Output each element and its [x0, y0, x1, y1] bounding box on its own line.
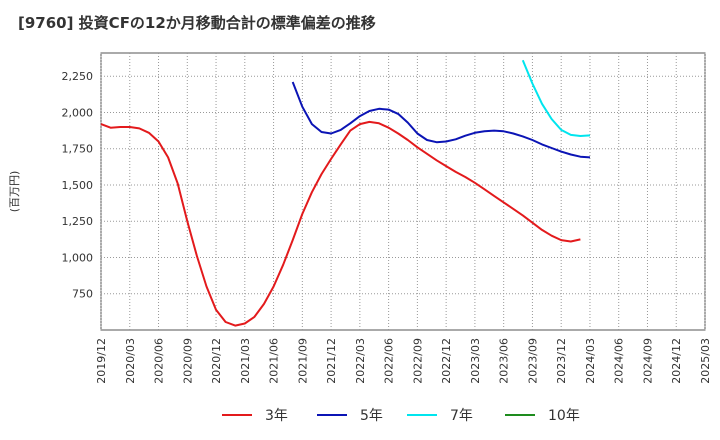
y-axis-title: (百万円) [8, 171, 21, 213]
x-tick-label: 2024/06 [613, 338, 626, 384]
y-tick-label: 750 [72, 288, 93, 301]
x-tick-label: 2020/12 [210, 338, 223, 384]
x-tick-label: 2019/12 [95, 338, 108, 384]
x-tick-label: 2022/12 [440, 338, 453, 384]
grid [100, 53, 706, 330]
y-tick-label: 2,000 [62, 106, 94, 119]
y-axis: 750 1,000 1,250 1,500 1,750 2,000 2,250 [62, 70, 94, 301]
x-tick-label: 2020/06 [153, 338, 166, 384]
x-tick-label: 2024/09 [641, 338, 654, 384]
plot-area [100, 52, 706, 331]
x-tick-label: 2021/03 [239, 338, 252, 384]
x-tick-label: 2023/03 [469, 338, 482, 384]
y-tick-label: 1,250 [62, 215, 94, 228]
y-tick-label: 1,500 [62, 179, 94, 192]
legend-label: 5年 [360, 408, 383, 424]
x-tick-label: 2024/12 [670, 338, 683, 384]
legend: 3年 5年 7年 10年 [222, 408, 580, 424]
x-tick-label: 2021/12 [325, 338, 338, 384]
x-tick-label: 2023/09 [526, 338, 539, 384]
x-axis: 2019/12 2020/03 2020/06 2020/09 2020/12 2021/… [95, 338, 712, 384]
y-tick-label: 1,750 [62, 143, 94, 156]
series-line [521, 59, 591, 137]
y-axis-label: (百万円) [8, 171, 21, 213]
legend-label: 7年 [450, 408, 473, 424]
x-tick-label: 2023/06 [498, 338, 511, 384]
x-tick-label: 2022/03 [354, 338, 367, 384]
series-line [291, 81, 591, 159]
y-tick-label: 1,000 [62, 251, 94, 264]
x-tick-label: 2020/03 [124, 338, 137, 384]
x-tick-label: 2025/03 [699, 338, 712, 384]
x-tick-label: 2022/06 [383, 338, 396, 384]
x-tick-label: 2024/03 [584, 338, 597, 384]
legend-label: 10年 [548, 408, 580, 424]
x-tick-label: 2021/09 [296, 338, 309, 384]
series-lines [100, 59, 591, 327]
chart-title: [9760] 投資CFの12か月移動合計の標準偏差の推移 [18, 14, 376, 32]
x-tick-label: 2022/09 [411, 338, 424, 384]
plot-frame [100, 52, 706, 331]
x-tick-label: 2020/09 [181, 338, 194, 384]
y-tick-label: 2,250 [62, 70, 94, 83]
series-line [100, 120, 581, 327]
legend-label: 3年 [265, 408, 288, 424]
x-tick-label: 2021/06 [268, 338, 281, 384]
x-tick-label: 2023/12 [555, 338, 568, 384]
